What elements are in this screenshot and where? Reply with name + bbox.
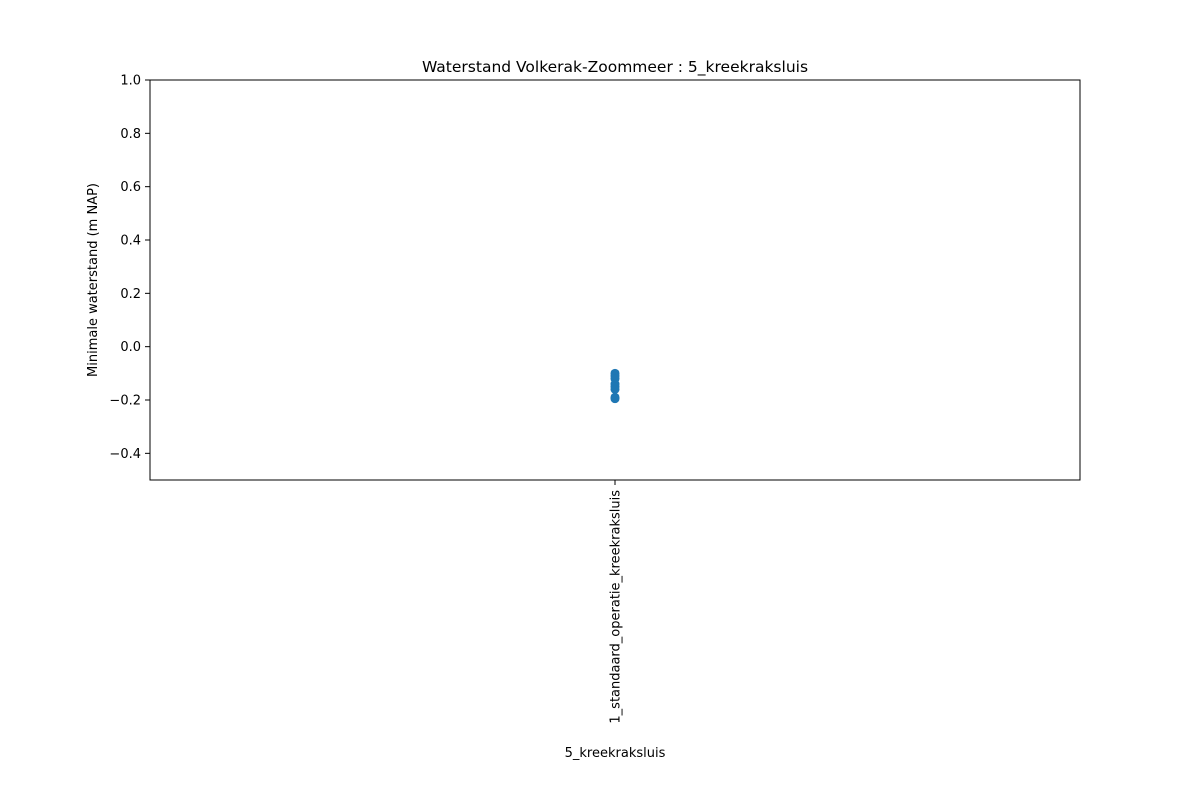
chart-title: Waterstand Volkerak-Zoommeer : 5_kreekra… xyxy=(422,58,808,77)
x-tick-label: 1_standaard_operatie_kreekraksluis xyxy=(609,490,624,724)
y-axis-label: Minimale waterstand (m NAP) xyxy=(86,183,101,377)
data-points xyxy=(610,368,620,404)
y-tick-label: −0.2 xyxy=(109,394,141,409)
plot-area-frame xyxy=(149,79,1081,481)
y-tick-label: 0.8 xyxy=(120,127,141,142)
y-axis-ticks: −0.4 −0.2 0.0 0.2 0.4 0.6 0.8 1.0 xyxy=(109,74,150,462)
y-tick-label: 0.6 xyxy=(120,180,141,195)
y-tick-label: −0.4 xyxy=(109,447,141,462)
data-point xyxy=(610,394,620,404)
x-axis-label: 5_kreekraksluis xyxy=(565,746,666,761)
y-tick-label: 0.0 xyxy=(120,340,141,355)
x-axis-ticks: 1_standaard_operatie_kreekraksluis xyxy=(609,480,624,724)
data-point xyxy=(610,384,620,394)
y-tick-label: 0.2 xyxy=(120,287,141,302)
y-tick-label: 1.0 xyxy=(120,74,141,89)
y-tick-label: 0.4 xyxy=(120,234,141,249)
